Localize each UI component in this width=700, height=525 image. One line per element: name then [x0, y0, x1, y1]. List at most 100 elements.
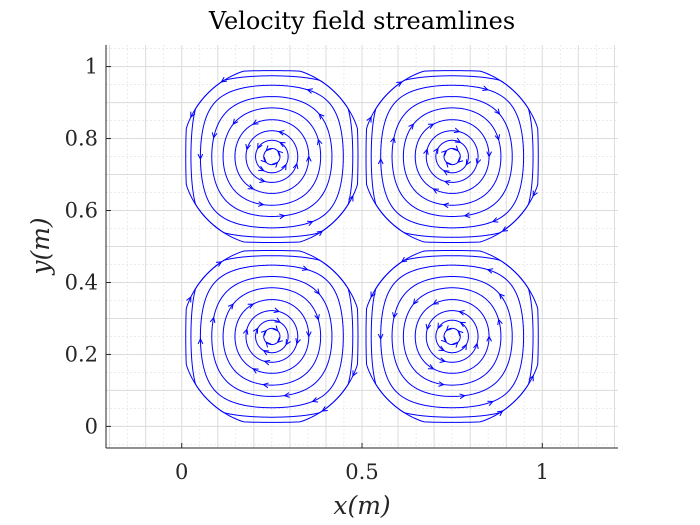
- flow-arrow: [494, 134, 501, 141]
- streamline: [211, 96, 333, 218]
- streamline: [402, 107, 502, 206]
- flow-arrow: [190, 111, 196, 119]
- axes: [105, 45, 618, 449]
- flow-arrow: [392, 312, 398, 319]
- flow-arrow: [486, 151, 492, 158]
- streamline: [199, 84, 344, 229]
- flow-arrow: [352, 370, 358, 377]
- flow-arrow: [425, 323, 432, 331]
- flow-arrow: [486, 335, 492, 342]
- flow-arrow: [437, 322, 443, 330]
- flow-arrow: [487, 400, 494, 406]
- flow-arrow: [272, 325, 279, 332]
- flow-arrow: [494, 108, 501, 115]
- flow-arrow: [209, 316, 216, 324]
- y-tick-label: 0.4: [65, 270, 98, 294]
- streamlines: [185, 70, 539, 423]
- flow-arrow: [301, 265, 309, 271]
- flow-arrow: [227, 303, 234, 310]
- flow-arrow: [265, 341, 272, 348]
- flow-arrow: [258, 165, 265, 172]
- flow-arrow: [459, 321, 466, 328]
- flow-arrow: [285, 339, 291, 346]
- flow-arrow: [295, 338, 301, 345]
- flow-arrow: [279, 141, 286, 148]
- flow-arrow: [461, 343, 467, 351]
- flow-arrow: [497, 318, 503, 326]
- flow-arrow: [272, 161, 279, 168]
- streamline: [391, 275, 513, 397]
- y-tick-label: 0.2: [65, 342, 98, 366]
- x-tick-label: 0.5: [345, 460, 378, 484]
- flow-arrow: [491, 217, 499, 223]
- flow-arrow: [442, 170, 450, 176]
- flow-arrow: [465, 159, 472, 166]
- flow-arrow: [260, 156, 267, 163]
- flow-arrow: [197, 153, 204, 161]
- flow-arrow: [260, 329, 268, 336]
- flow-arrow: [432, 188, 439, 194]
- flow-arrow: [245, 143, 251, 151]
- flow-arrow: [438, 381, 445, 387]
- flow-arrow: [452, 341, 459, 348]
- streamline: [190, 75, 354, 238]
- flow-arrow: [377, 157, 384, 165]
- flow-arrow: [283, 392, 290, 398]
- flow-arrow: [274, 317, 282, 323]
- streamline: [222, 107, 322, 206]
- flow-arrow: [427, 364, 435, 370]
- flow-arrow: [314, 314, 320, 321]
- flow-arrow: [311, 397, 319, 403]
- tick-labels: 0 0.5 1 0 0.2 0.4 0.6 0.8 1: [65, 55, 549, 484]
- streamline: [263, 147, 281, 166]
- flow-arrow: [445, 325, 452, 332]
- flow-arrow: [252, 368, 259, 374]
- flow-arrow: [259, 177, 266, 184]
- flow-arrow: [453, 127, 461, 134]
- flow-arrow: [252, 327, 259, 334]
- flow-arrow: [277, 130, 285, 136]
- flow-arrow: [473, 342, 479, 350]
- streamline: [425, 130, 479, 183]
- flow-arrow: [247, 303, 255, 309]
- flow-arrow: [457, 330, 464, 337]
- flow-arrow: [276, 150, 284, 157]
- flow-arrow: [442, 202, 450, 209]
- streamline: [402, 287, 502, 386]
- flow-arrow: [262, 349, 270, 356]
- streamline: [222, 287, 322, 386]
- y-tick-label: 0.8: [65, 127, 98, 151]
- streamline: [199, 264, 344, 409]
- flow-arrow: [366, 116, 372, 123]
- flow-arrow: [348, 194, 354, 202]
- streamline: [245, 310, 299, 363]
- flow-arrow: [197, 337, 204, 345]
- streamline: [365, 250, 539, 423]
- flow-arrow: [211, 132, 218, 139]
- flow-arrow: [482, 85, 489, 91]
- flow-arrow: [438, 345, 445, 352]
- streamline: [263, 327, 281, 346]
- streamline: [370, 255, 534, 418]
- streamline: [414, 299, 490, 374]
- flow-arrow: [427, 123, 435, 129]
- x-tick-label: 0: [175, 460, 188, 484]
- flow-arrow: [445, 161, 452, 168]
- flow-arrow: [459, 393, 466, 400]
- flow-arrow: [390, 136, 396, 144]
- flow-arrow: [408, 123, 415, 130]
- flow-arrow: [232, 118, 239, 126]
- x-axis-label: x(m): [333, 491, 390, 520]
- flow-arrow: [412, 298, 419, 306]
- streamline: [443, 327, 461, 346]
- streamline: [391, 96, 513, 218]
- streamline: [443, 147, 461, 166]
- streamline: [185, 70, 359, 243]
- flow-arrow: [263, 359, 271, 366]
- flow-arrow: [377, 333, 384, 341]
- flow-arrow: [370, 291, 376, 299]
- flow-arrow: [273, 307, 281, 313]
- flow-arrow: [279, 213, 286, 220]
- flow-arrow: [486, 268, 494, 274]
- flow-arrow: [423, 148, 429, 155]
